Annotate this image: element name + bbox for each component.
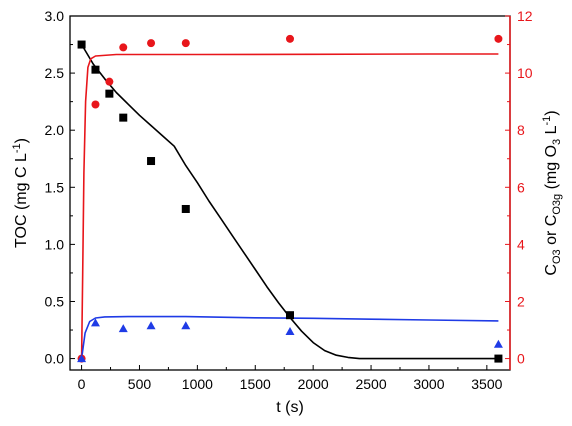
x-tick-label: 2500 — [355, 376, 386, 392]
x-tick-label: 1500 — [240, 376, 271, 392]
blue-data-point — [90, 318, 100, 327]
left-y-axis-ticks: 0.0 0.5 1.0 1.5 2.0 2.5 3.0 — [45, 8, 75, 367]
blue-data-point — [118, 324, 128, 333]
x-tick-label: 0 — [78, 376, 86, 392]
toc-data-point — [119, 113, 128, 122]
toc-data-point — [91, 65, 100, 74]
x-axis-ticks: 0 500 1000 1500 2000 2500 3000 3500 — [78, 365, 503, 392]
x-tick-label: 3500 — [471, 376, 502, 392]
left-y-tick-label: 2.0 — [45, 122, 65, 138]
model-line — [80, 53, 499, 359]
toc-data-point — [105, 89, 114, 98]
right-y-tick-label: 10 — [517, 65, 533, 81]
toc-data-point — [286, 311, 294, 320]
right-y-tick-label: 4 — [517, 236, 525, 252]
data-markers — [77, 34, 503, 363]
blue-data-point — [77, 354, 87, 363]
ozone-data-point — [494, 34, 503, 43]
left-y-tick-label: 0.0 — [45, 351, 65, 367]
x-tick-label: 1000 — [182, 376, 213, 392]
blue-data-point — [493, 339, 503, 348]
left-y-tick-label: 1.5 — [45, 179, 65, 195]
x-axis-title: t (s) — [276, 399, 304, 416]
blue-data-point — [181, 321, 191, 330]
left-y-tick-label: 1.0 — [45, 236, 65, 252]
toc-data-point — [77, 40, 86, 49]
right-y-tick-label: 2 — [517, 293, 525, 309]
toc-data-point — [181, 204, 190, 213]
right-y-tick-label: 8 — [517, 122, 525, 138]
right-y-axis-ticks: 0 2 4 6 8 10 12 — [505, 8, 533, 367]
model-lines — [80, 44, 499, 360]
right-y-axis-title: CO3 or CO3g (mg O3 L-1) — [541, 110, 563, 275]
left-y-tick-label: 3.0 — [45, 8, 65, 24]
blue-data-point — [146, 321, 156, 330]
ozone-data-point — [147, 39, 156, 48]
ozone-data-point — [181, 39, 190, 48]
x-tick-label: 3000 — [413, 376, 444, 392]
ozone-data-point — [105, 77, 114, 86]
ozone-data-point — [286, 34, 294, 43]
x-tick-label: 2000 — [298, 376, 329, 392]
model-line — [80, 315, 499, 359]
x-tick-label: 500 — [128, 376, 152, 392]
toc-data-point — [147, 157, 156, 166]
ozone-data-point — [119, 43, 128, 52]
model-line — [80, 44, 499, 360]
left-y-tick-label: 2.5 — [45, 65, 65, 81]
right-y-tick-label: 12 — [517, 8, 533, 24]
blue-data-point — [285, 326, 295, 335]
ozone-data-point — [91, 100, 100, 109]
right-y-tick-label: 6 — [517, 179, 525, 195]
left-y-tick-label: 0.5 — [45, 293, 65, 309]
right-y-tick-label: 0 — [517, 351, 525, 367]
toc-data-point — [494, 354, 503, 363]
left-y-axis-title: TOC (mg C L-1) — [11, 138, 30, 248]
